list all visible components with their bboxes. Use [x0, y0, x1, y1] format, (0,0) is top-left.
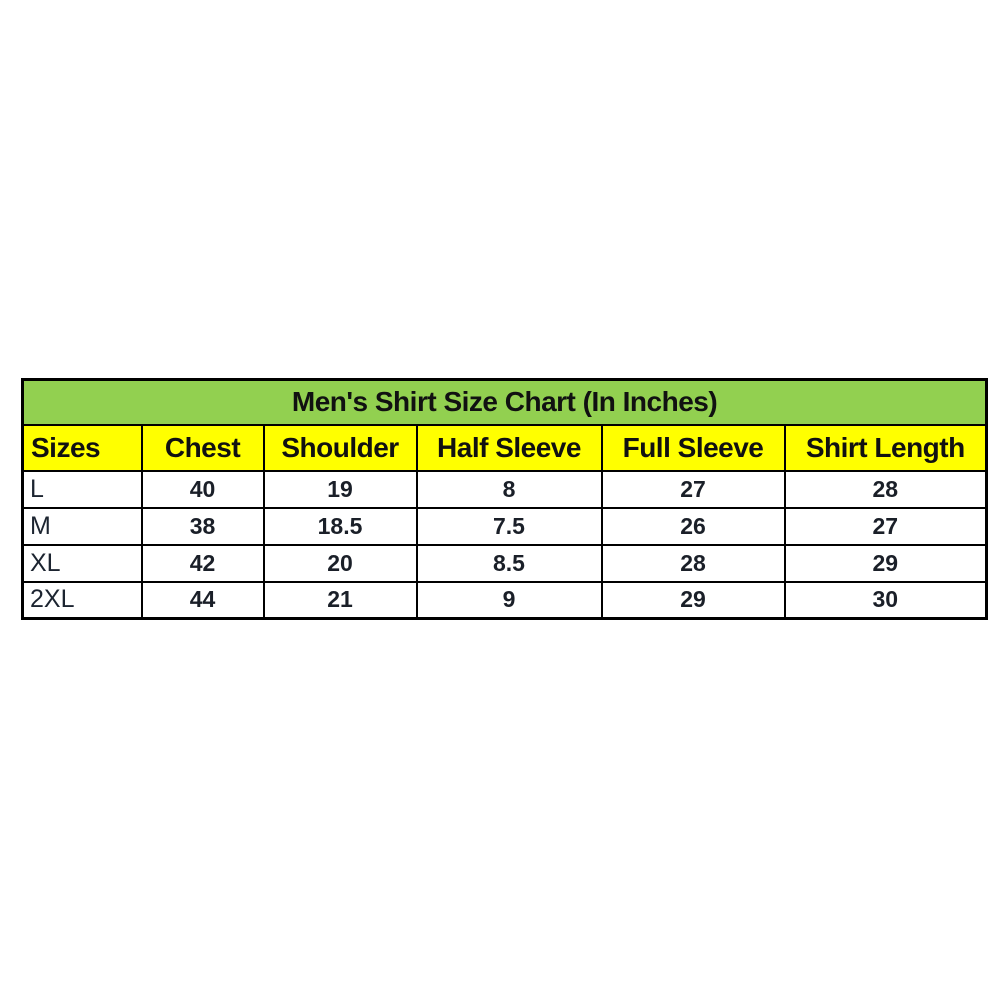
column-header-sizes: Sizes: [21, 423, 143, 472]
full-sleeve-value: 28: [600, 543, 786, 583]
column-header-chest: Chest: [140, 423, 265, 472]
shoulder-value: 20: [262, 543, 418, 583]
chest-value: 44: [140, 580, 265, 620]
shoulder-value: 18.5: [262, 506, 418, 546]
half-sleeve-value: 8: [415, 469, 603, 509]
size-label: M: [21, 506, 143, 546]
size-chart-table: Men's Shirt Size Chart (In Inches) Sizes…: [21, 378, 989, 620]
size-label: 2XL: [21, 580, 143, 620]
size-label: XL: [21, 543, 143, 583]
size-chart: Men's Shirt Size Chart (In Inches) Sizes…: [21, 378, 989, 620]
title-row: Men's Shirt Size Chart (In Inches): [21, 378, 988, 426]
column-header-shirt-length: Shirt Length: [783, 423, 988, 472]
shoulder-value: 21: [262, 580, 418, 620]
shirt-length-value: 28: [783, 469, 988, 509]
column-header-full-sleeve: Full Sleeve: [600, 423, 786, 472]
full-sleeve-value: 29: [600, 580, 786, 620]
half-sleeve-value: 9: [415, 580, 603, 620]
chest-value: 40: [140, 469, 265, 509]
table-row-l: L 40 19 8 27 28: [21, 469, 988, 509]
shoulder-value: 19: [262, 469, 418, 509]
shirt-length-value: 27: [783, 506, 988, 546]
shirt-length-value: 30: [783, 580, 988, 620]
full-sleeve-value: 27: [600, 469, 786, 509]
shirt-length-value: 29: [783, 543, 988, 583]
header-row: Sizes Chest Shoulder Half Sleeve Full Sl…: [21, 423, 988, 472]
column-header-shoulder: Shoulder: [262, 423, 418, 472]
half-sleeve-value: 8.5: [415, 543, 603, 583]
half-sleeve-value: 7.5: [415, 506, 603, 546]
chest-value: 38: [140, 506, 265, 546]
table-row-xl: XL 42 20 8.5 28 29: [21, 543, 988, 583]
table-row-m: M 38 18.5 7.5 26 27: [21, 506, 988, 546]
table-row-2xl: 2XL 44 21 9 29 30: [21, 580, 988, 620]
chest-value: 42: [140, 543, 265, 583]
column-header-half-sleeve: Half Sleeve: [415, 423, 603, 472]
size-label: L: [21, 469, 143, 509]
full-sleeve-value: 26: [600, 506, 786, 546]
chart-title: Men's Shirt Size Chart (In Inches): [21, 378, 988, 426]
